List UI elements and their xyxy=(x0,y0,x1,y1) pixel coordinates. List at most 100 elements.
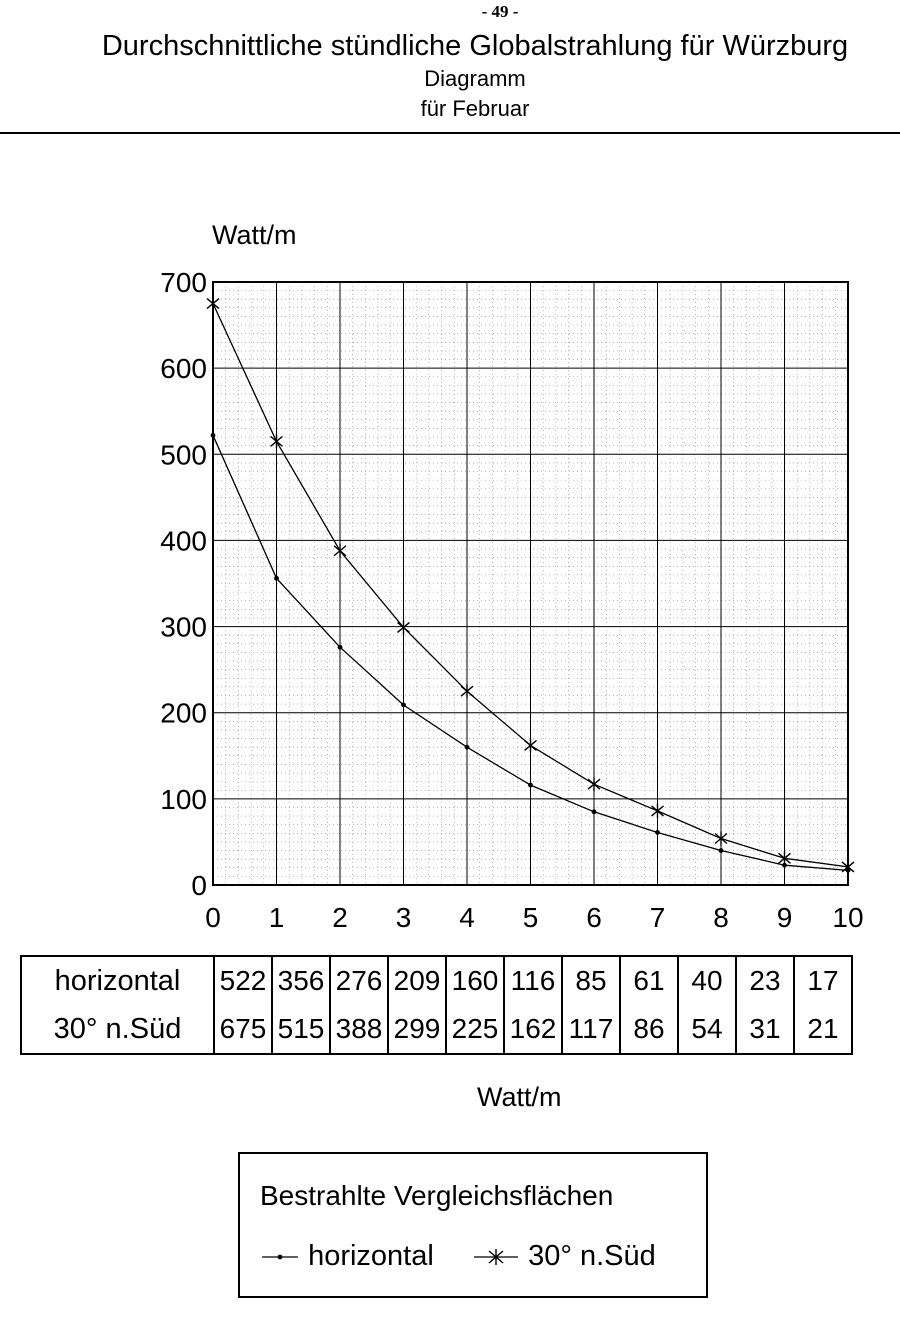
series-asterisk xyxy=(206,296,855,874)
x-tick-labels: 0 1 2 3 4 5 6 7 8 9 10 xyxy=(205,902,863,933)
x-tick-label: 3 xyxy=(396,902,412,933)
series-layer xyxy=(206,296,855,874)
data-point xyxy=(591,809,597,815)
y-tick-label: 700 xyxy=(160,267,207,298)
table-cell: 388 xyxy=(329,1005,389,1055)
table-row-30-sued: 30° n.Süd 675 515 388 299 225 162 117 86… xyxy=(20,1005,853,1055)
table-cell: 117 xyxy=(561,1005,621,1055)
plot-frame xyxy=(212,281,849,886)
table-cell: 209 xyxy=(387,955,447,1005)
table-cell: 23 xyxy=(735,955,795,1005)
x-tick-label: 1 xyxy=(269,902,285,933)
x-tick-label: 2 xyxy=(332,902,348,933)
asterisk-stroke xyxy=(651,805,664,817)
x-tick-label: 0 xyxy=(205,902,221,933)
row-label: 30° n.Süd xyxy=(20,1005,215,1055)
x-tick-label: 7 xyxy=(650,902,666,933)
x-tick-label: 8 xyxy=(713,902,729,933)
x-tick-label: 6 xyxy=(586,902,602,933)
page-subtitle-diagram: Diagramm xyxy=(424,66,526,91)
y-tick-labels: 0 100 200 300 400 500 600 700 xyxy=(160,267,207,901)
asterisk-stroke xyxy=(587,778,601,790)
table-cell: 299 xyxy=(387,1005,447,1055)
legend-label: horizontal xyxy=(308,1240,434,1272)
y-tick-label: 400 xyxy=(160,525,207,556)
data-point xyxy=(464,744,470,750)
data-point xyxy=(397,620,410,635)
asterisk-line-marker-icon xyxy=(474,1249,518,1266)
data-point xyxy=(206,296,220,311)
radiation-chart: 0 100 200 300 400 500 600 700 0 1 2 3 4 5 6 7 8 9 10 xyxy=(160,267,863,933)
legend-label: 30° n.Süd xyxy=(528,1240,656,1272)
table-cell: 61 xyxy=(619,955,679,1005)
legend-item-30-sued: 30° n.Süd xyxy=(472,1240,656,1273)
y-axis-label: Watt/m xyxy=(212,220,297,250)
data-point xyxy=(270,434,283,449)
asterisk-stroke xyxy=(206,297,220,310)
data-point xyxy=(333,543,347,558)
data-point xyxy=(841,859,855,874)
data-point xyxy=(401,702,406,708)
page-number: - 49 - xyxy=(481,2,519,21)
page-title: Durchschnittliche stündliche Globalstrah… xyxy=(101,30,849,62)
data-point xyxy=(778,851,791,866)
data-point xyxy=(528,782,533,788)
x-tick-label: 9 xyxy=(777,902,793,933)
table-cell: 515 xyxy=(271,1005,331,1055)
asterisk-stroke xyxy=(778,852,791,864)
table-cell: 17 xyxy=(793,955,853,1005)
data-table: horizontal 522 356 276 209 160 116 85 61… xyxy=(20,955,853,1055)
table-cell: 675 xyxy=(213,1005,273,1055)
data-point xyxy=(460,684,474,699)
table-row-horizontal: horizontal 522 356 276 209 160 116 85 61… xyxy=(20,955,853,1005)
table-cell: 276 xyxy=(329,955,389,1005)
table-cell: 54 xyxy=(677,1005,737,1055)
x-tick-label: 5 xyxy=(523,902,539,933)
y-tick-label: 100 xyxy=(160,784,207,815)
data-point xyxy=(524,738,537,753)
data-point xyxy=(274,575,279,581)
x-axis-label: Watt/m xyxy=(477,1082,562,1112)
asterisk-stroke xyxy=(841,861,855,873)
asterisk-stroke xyxy=(524,739,537,751)
table-cell: 160 xyxy=(445,955,505,1005)
major-grid xyxy=(213,282,848,885)
data-point xyxy=(714,831,728,846)
y-tick-label: 300 xyxy=(160,612,207,643)
table-cell: 116 xyxy=(503,955,563,1005)
row-label: horizontal xyxy=(20,955,215,1005)
data-point xyxy=(210,432,216,438)
asterisk-stroke xyxy=(270,435,283,447)
table-cell: 21 xyxy=(793,1005,853,1055)
y-tick-label: 200 xyxy=(160,698,207,729)
x-tick-label: 10 xyxy=(832,902,863,933)
table-cell: 31 xyxy=(735,1005,795,1055)
asterisk-stroke xyxy=(714,832,728,845)
asterisk-stroke xyxy=(333,545,347,557)
header-rule xyxy=(0,132,900,134)
legend: Bestrahlte Vergleichsflächen horizontal … xyxy=(238,1152,708,1298)
table-cell: 162 xyxy=(503,1005,563,1055)
legend-title: Bestrahlte Vergleichsflächen xyxy=(260,1180,614,1211)
x-tick-label: 4 xyxy=(459,902,475,933)
series-dot xyxy=(210,432,851,873)
table-cell: 225 xyxy=(445,1005,505,1055)
page-subtitle-month: für Februar xyxy=(420,96,530,121)
y-tick-label: 500 xyxy=(160,439,207,470)
data-point xyxy=(651,803,664,818)
dot-line-marker-icon xyxy=(262,1254,298,1260)
data-point xyxy=(655,830,660,835)
y-tick-label: 600 xyxy=(160,353,207,384)
table-cell: 85 xyxy=(561,955,621,1005)
data-point xyxy=(718,848,724,853)
table-cell: 522 xyxy=(213,955,273,1005)
table-cell: 356 xyxy=(271,955,331,1005)
legend-item-horizontal: horizontal xyxy=(260,1240,434,1273)
data-point xyxy=(587,777,601,792)
table-cell: 86 xyxy=(619,1005,679,1055)
asterisk-stroke xyxy=(397,621,410,633)
data-point xyxy=(337,644,343,650)
asterisk-stroke xyxy=(460,685,474,697)
table-cell: 40 xyxy=(677,955,737,1005)
y-tick-label: 0 xyxy=(191,870,207,901)
